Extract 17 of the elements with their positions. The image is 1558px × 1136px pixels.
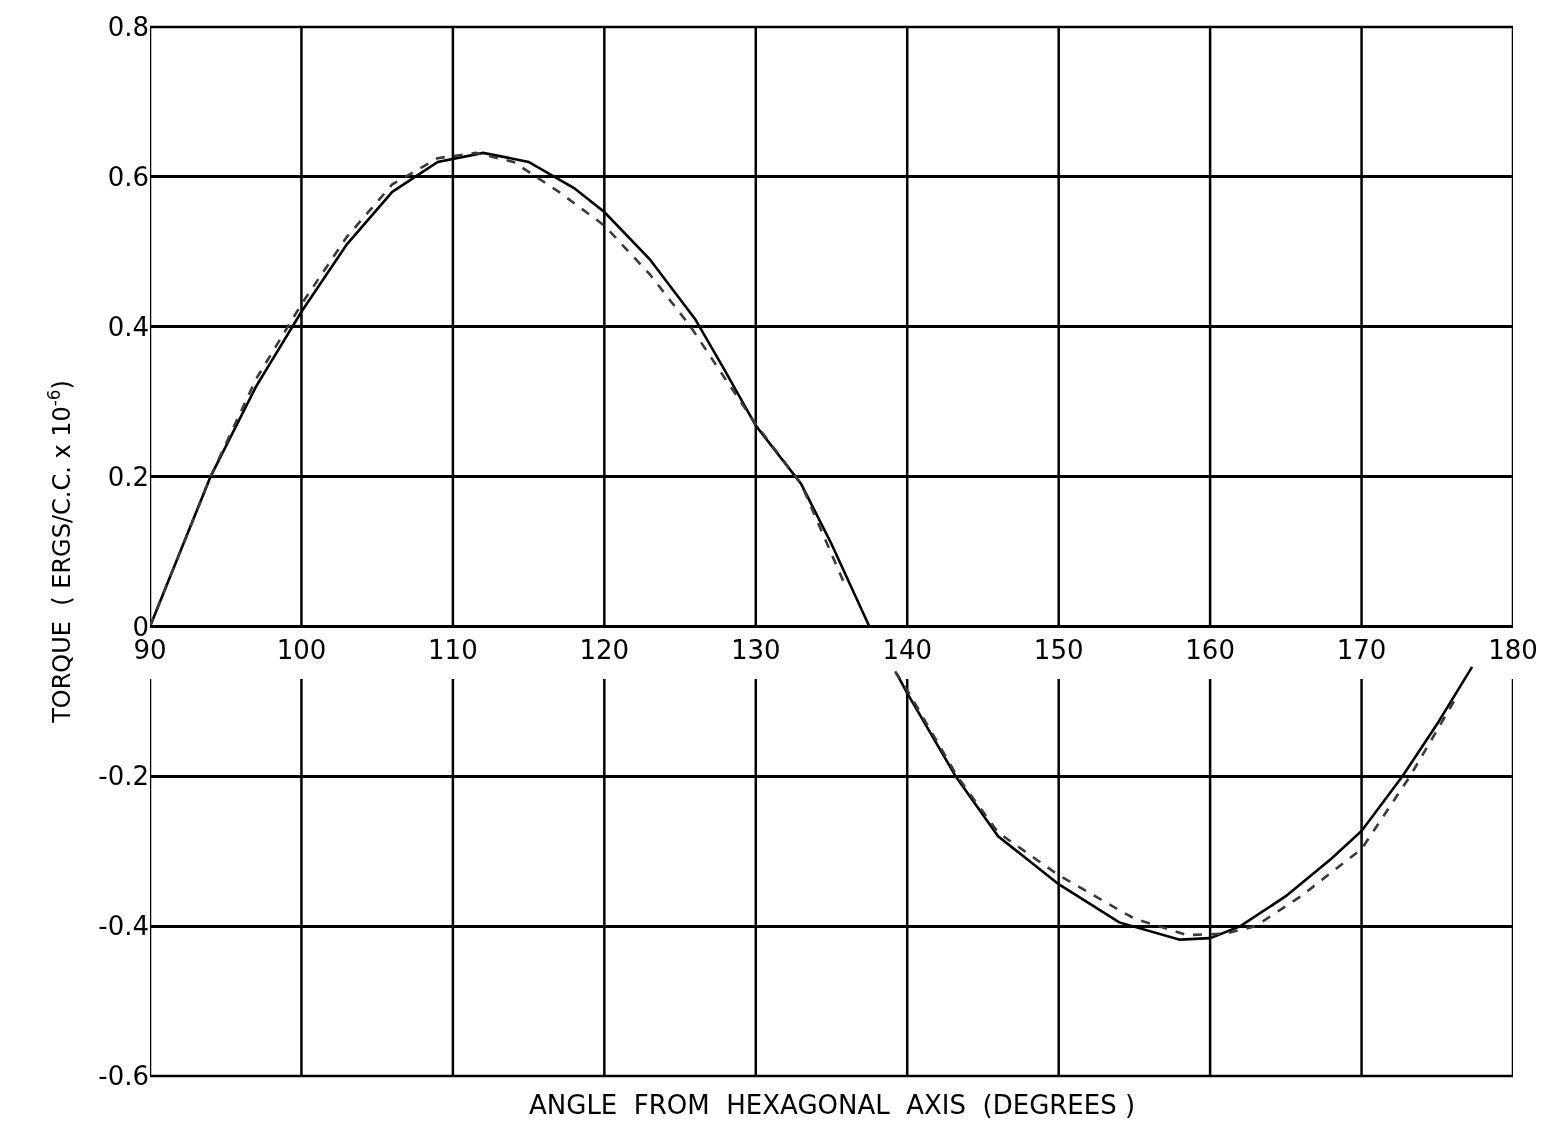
- x-tick-label: 130: [730, 635, 781, 666]
- x-tick-label: 180: [1488, 635, 1538, 666]
- x-tick-label: 140: [882, 635, 933, 666]
- x-tick-label: 170: [1336, 635, 1387, 666]
- x-tick-label: 110: [428, 635, 478, 666]
- y-tick-label: 0.8: [107, 12, 149, 43]
- x-tick-label: 120: [579, 635, 630, 666]
- y-tick-label: -0.2: [98, 761, 149, 792]
- x-axis-title: ANGLE FROM HEXAGONAL AXIS (DEGREES ): [529, 1090, 1136, 1120]
- x-tick-label: 150: [1033, 635, 1084, 666]
- y-tick-label: 0.2: [107, 461, 149, 492]
- y-tick-label: -0.6: [98, 1061, 149, 1092]
- x-tick-label: 160: [1185, 635, 1235, 666]
- x-tick-label: 100: [276, 635, 327, 666]
- y-tick-label: 0.6: [107, 161, 149, 192]
- y-tick-label: -0.4: [98, 911, 149, 942]
- y-tick-label: 0.4: [107, 311, 149, 342]
